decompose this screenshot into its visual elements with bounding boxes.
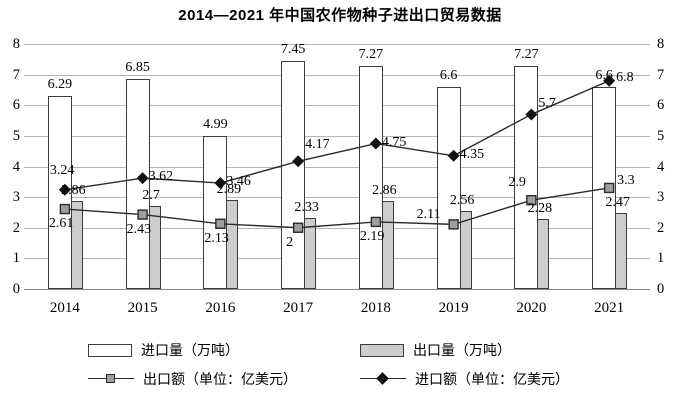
chart-title: 2014—2021 年中国农作物种子进出口贸易数据 <box>178 7 502 24</box>
y-axis-tick-right: 6 <box>657 97 665 114</box>
gridline <box>24 74 650 76</box>
legend-label-export-value: 出口额（单位：亿美元） <box>143 371 297 387</box>
export-value-label: 2.11 <box>416 207 441 223</box>
gridline <box>24 258 650 260</box>
y-axis-tick-left: 8 <box>12 36 20 52</box>
y-axis-tick-right: 8 <box>657 36 665 52</box>
y-axis-tick-left: 1 <box>12 250 20 267</box>
import-volume-label: 7.45 <box>280 41 306 57</box>
import-volume-label: 6.85 <box>125 60 150 76</box>
square-marker-icon <box>106 374 115 383</box>
y-axis-tick-left: 2 <box>12 219 20 236</box>
export-value-label: 2.19 <box>359 228 385 244</box>
export-volume-label: 2.7 <box>142 188 160 204</box>
import-volume-bar <box>125 79 150 289</box>
import-value-line-swatch <box>360 372 406 386</box>
import-volume-bar-swatch <box>88 343 132 357</box>
import-volume-label: 7.27 <box>358 47 384 63</box>
export-value-label: 3.3 <box>617 172 635 188</box>
legend-label-import-volume: 进口量（万吨） <box>141 342 239 358</box>
export-volume-label: 2.86 <box>372 183 397 199</box>
gridline <box>24 166 650 168</box>
x-axis-label: 2018 <box>360 300 391 316</box>
y-axis-tick-right: 2 <box>657 219 665 236</box>
legend-item-import-volume: 进口量（万吨） <box>88 340 360 360</box>
x-axis-label: 2017 <box>283 300 314 316</box>
import-volume-bar <box>436 86 461 289</box>
import-value-label: 3.24 <box>49 162 75 178</box>
import-volume-bar <box>281 60 306 289</box>
y-axis-tick-left: 3 <box>12 189 20 206</box>
y-axis-tick-right: 7 <box>657 66 665 83</box>
y-axis-tick-right: 3 <box>657 189 665 206</box>
y-axis-tick-right: 0 <box>657 281 665 297</box>
legend: 进口量（万吨） 出口量（万吨） 出口额（单位：亿美元） 进口额（单位：亿美元） <box>88 340 672 389</box>
gridline <box>24 44 650 45</box>
x-axis-line <box>24 289 650 290</box>
export-volume-label: 2.28 <box>527 201 553 217</box>
export-volume-label: 2.86 <box>61 183 86 199</box>
x-axis-label: 2020 <box>516 300 547 316</box>
import-value-label: 3.46 <box>226 174 251 190</box>
import-value-label: 4.75 <box>381 134 407 150</box>
diamond-marker-icon <box>376 372 389 385</box>
export-value-label: 2.9 <box>508 175 526 191</box>
y-axis-tick-right: 5 <box>657 127 665 144</box>
y-axis-tick-right: 4 <box>657 158 665 175</box>
export-volume-label: 2.47 <box>605 195 630 211</box>
import-volume-bar <box>203 136 228 289</box>
import-value-label: 6.8 <box>616 69 634 85</box>
y-axis-tick-left: 7 <box>12 66 20 83</box>
x-axis-label: 2014 <box>49 300 80 316</box>
export-volume-label: 2.56 <box>449 192 475 208</box>
export-value-label: 2.13 <box>204 230 229 246</box>
import-volume-bar <box>358 66 383 289</box>
legend-label-import-value: 进口额（单位：亿美元） <box>415 371 569 387</box>
y-axis-tick-left: 0 <box>12 281 20 297</box>
gridline <box>24 135 650 137</box>
import-volume-label: 7.27 <box>514 47 539 63</box>
x-axis-label: 2015 <box>127 300 158 316</box>
import-value-label: 4.35 <box>459 146 485 162</box>
gridline <box>24 227 650 229</box>
legend-label-export-volume: 出口量（万吨） <box>413 342 511 358</box>
import-volume-label: 6.29 <box>47 77 73 93</box>
legend-item-import-value: 进口额（单位：亿美元） <box>360 369 672 389</box>
y-axis-tick-right: 1 <box>657 250 665 267</box>
import-volume-bar <box>592 86 617 289</box>
export-value-line-swatch <box>88 372 134 386</box>
export-value-label: 2 <box>286 234 294 250</box>
export-value-label: 2.61 <box>48 216 74 232</box>
export-value-label: 2.43 <box>126 221 152 237</box>
gridline <box>24 105 650 107</box>
y-axis-tick-left: 6 <box>12 97 20 114</box>
export-volume-label: 2.33 <box>294 199 319 215</box>
x-axis-label: 2021 <box>594 300 625 316</box>
gridline <box>24 197 650 199</box>
import-volume-label: 6.6 <box>439 67 458 83</box>
x-axis-label: 2019 <box>438 300 469 316</box>
export-volume-bar-swatch <box>360 343 404 357</box>
import-volume-label: 6.6 <box>595 67 613 83</box>
x-axis-label: 2016 <box>205 300 236 316</box>
import-value-label: 5.7 <box>538 96 556 112</box>
import-value-label: 3.62 <box>148 169 174 185</box>
y-axis-tick-left: 5 <box>12 127 20 144</box>
import-volume-label: 4.99 <box>203 117 228 133</box>
legend-item-export-value: 出口额（单位：亿美元） <box>88 369 360 389</box>
legend-item-export-volume: 出口量（万吨） <box>360 340 672 360</box>
import-value-label: 4.17 <box>305 137 330 153</box>
y-axis-tick-left: 4 <box>12 158 20 175</box>
